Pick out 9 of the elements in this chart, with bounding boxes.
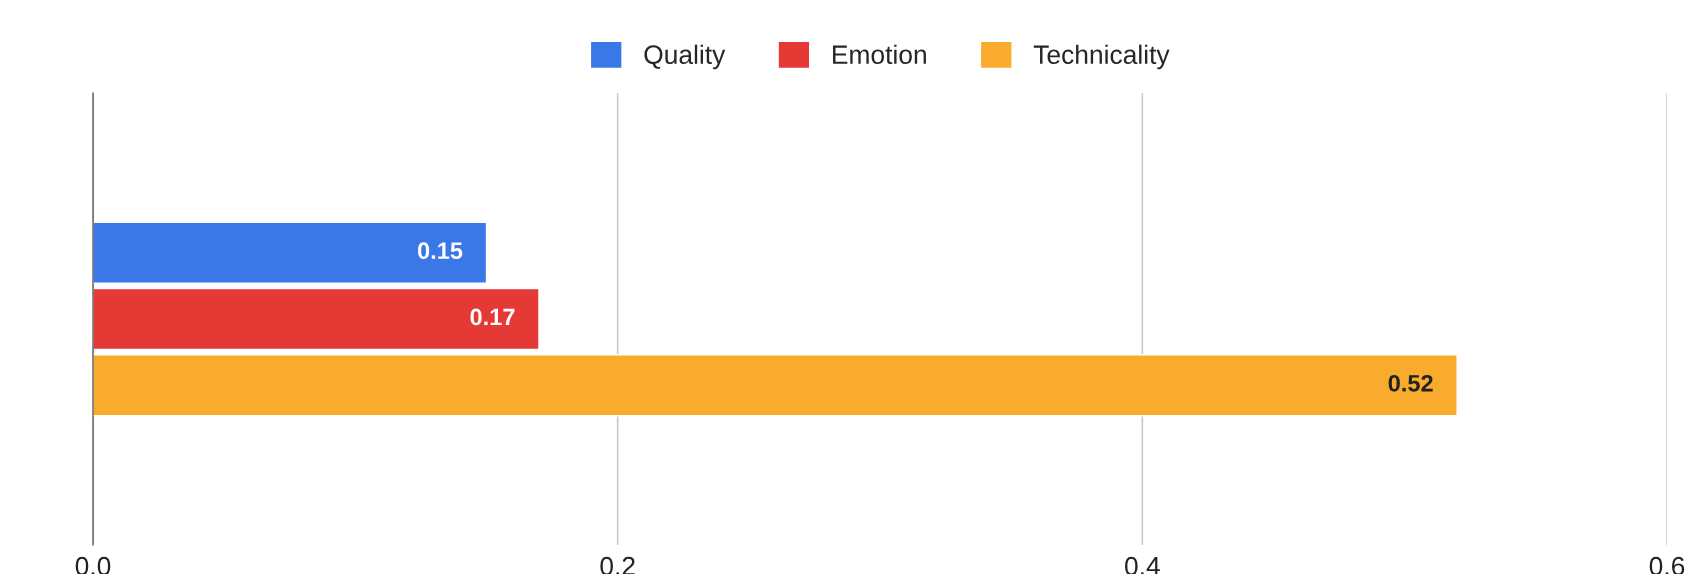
data-label: 0.15 (417, 242, 463, 260)
bar (93, 354, 1458, 417)
bar (93, 221, 488, 284)
data-label: 0.52 (1388, 374, 1433, 392)
bar (93, 287, 540, 351)
legend-label: Emotion (833, 44, 926, 65)
legend-label: Quality (644, 44, 726, 70)
data-label: 0.17 (470, 308, 515, 326)
legend-label: Technicality (1033, 44, 1170, 70)
